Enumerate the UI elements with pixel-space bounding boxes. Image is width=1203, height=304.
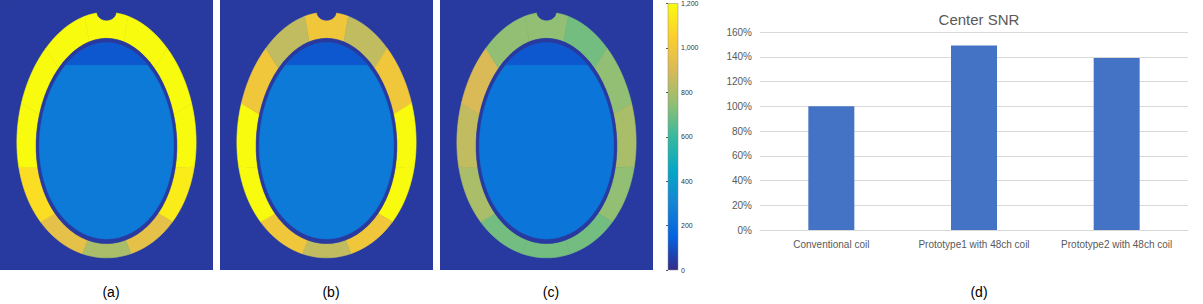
svg-text:40%: 40% [732,175,752,186]
svg-text:400: 400 [681,178,693,185]
svg-text:160%: 160% [726,27,752,38]
svg-text:(a): (a) [102,284,119,300]
svg-text:600: 600 [681,133,693,140]
svg-text:80%: 80% [732,126,752,137]
svg-text:Center SNR: Center SNR [939,11,1020,28]
svg-text:Prototype2 with 48ch coil: Prototype2 with 48ch coil [1061,239,1172,250]
svg-text:Conventional coil: Conventional coil [793,239,869,250]
svg-text:1,200: 1,200 [681,0,699,7]
svg-text:200: 200 [681,222,693,229]
svg-text:100%: 100% [726,101,752,112]
svg-text:0: 0 [681,267,685,274]
svg-text:(d): (d) [970,284,987,300]
svg-text:(c): (c) [543,284,559,300]
svg-text:20%: 20% [732,200,752,211]
svg-text:(b): (b) [322,284,339,300]
svg-text:0%: 0% [738,225,753,236]
svg-text:140%: 140% [726,51,752,62]
svg-text:Prototype1 with 48ch coil: Prototype1 with 48ch coil [918,239,1029,250]
svg-text:60%: 60% [732,150,752,161]
svg-text:800: 800 [681,89,693,96]
svg-text:1,000: 1,000 [681,44,699,51]
svg-text:120%: 120% [726,76,752,87]
